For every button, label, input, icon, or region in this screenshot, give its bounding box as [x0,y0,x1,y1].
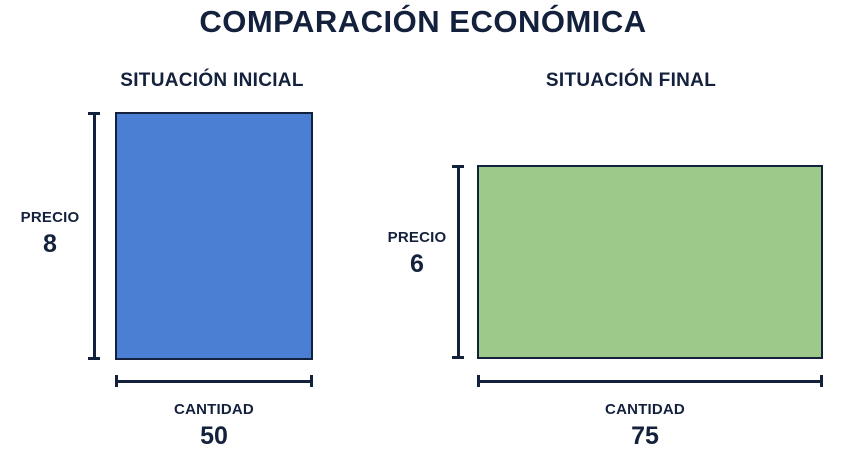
initial-price-dimension-cap-top [88,112,100,115]
final-price-dimension-cap-bottom [452,356,464,359]
initial-quantity-dimension-line [115,380,313,383]
initial-quantity-dimension-cap-right [310,375,313,387]
initial-price-label: PRECIO [20,209,80,226]
final-quantity-dimension-cap-right [820,375,823,387]
final-price-dimension-line [457,165,460,359]
final-quantity-dimension-cap-left [477,375,480,387]
initial-area-rectangle [115,112,313,360]
final-panel-title: SITUACIÓN FINAL [545,70,717,91]
final-quantity-label: CANTIDAD [605,401,685,418]
initial-price-value: 8 [43,230,57,258]
final-area-rectangle [477,165,823,359]
final-price-value: 6 [410,250,424,278]
final-quantity-dimension-line [477,380,823,383]
final-quantity-value: 75 [631,422,659,450]
initial-quantity-value: 50 [200,422,228,450]
initial-price-dimension-cap-bottom [88,357,100,360]
page-title: COMPARACIÓN ECONÓMICA [199,4,647,39]
final-price-dimension-cap-top [452,165,464,168]
initial-quantity-label: CANTIDAD [174,401,254,418]
final-price-label: PRECIO [387,229,447,246]
initial-panel-title: SITUACIÓN INICIAL [120,70,304,91]
initial-price-dimension-line [93,112,96,360]
initial-quantity-dimension-cap-left [115,375,118,387]
